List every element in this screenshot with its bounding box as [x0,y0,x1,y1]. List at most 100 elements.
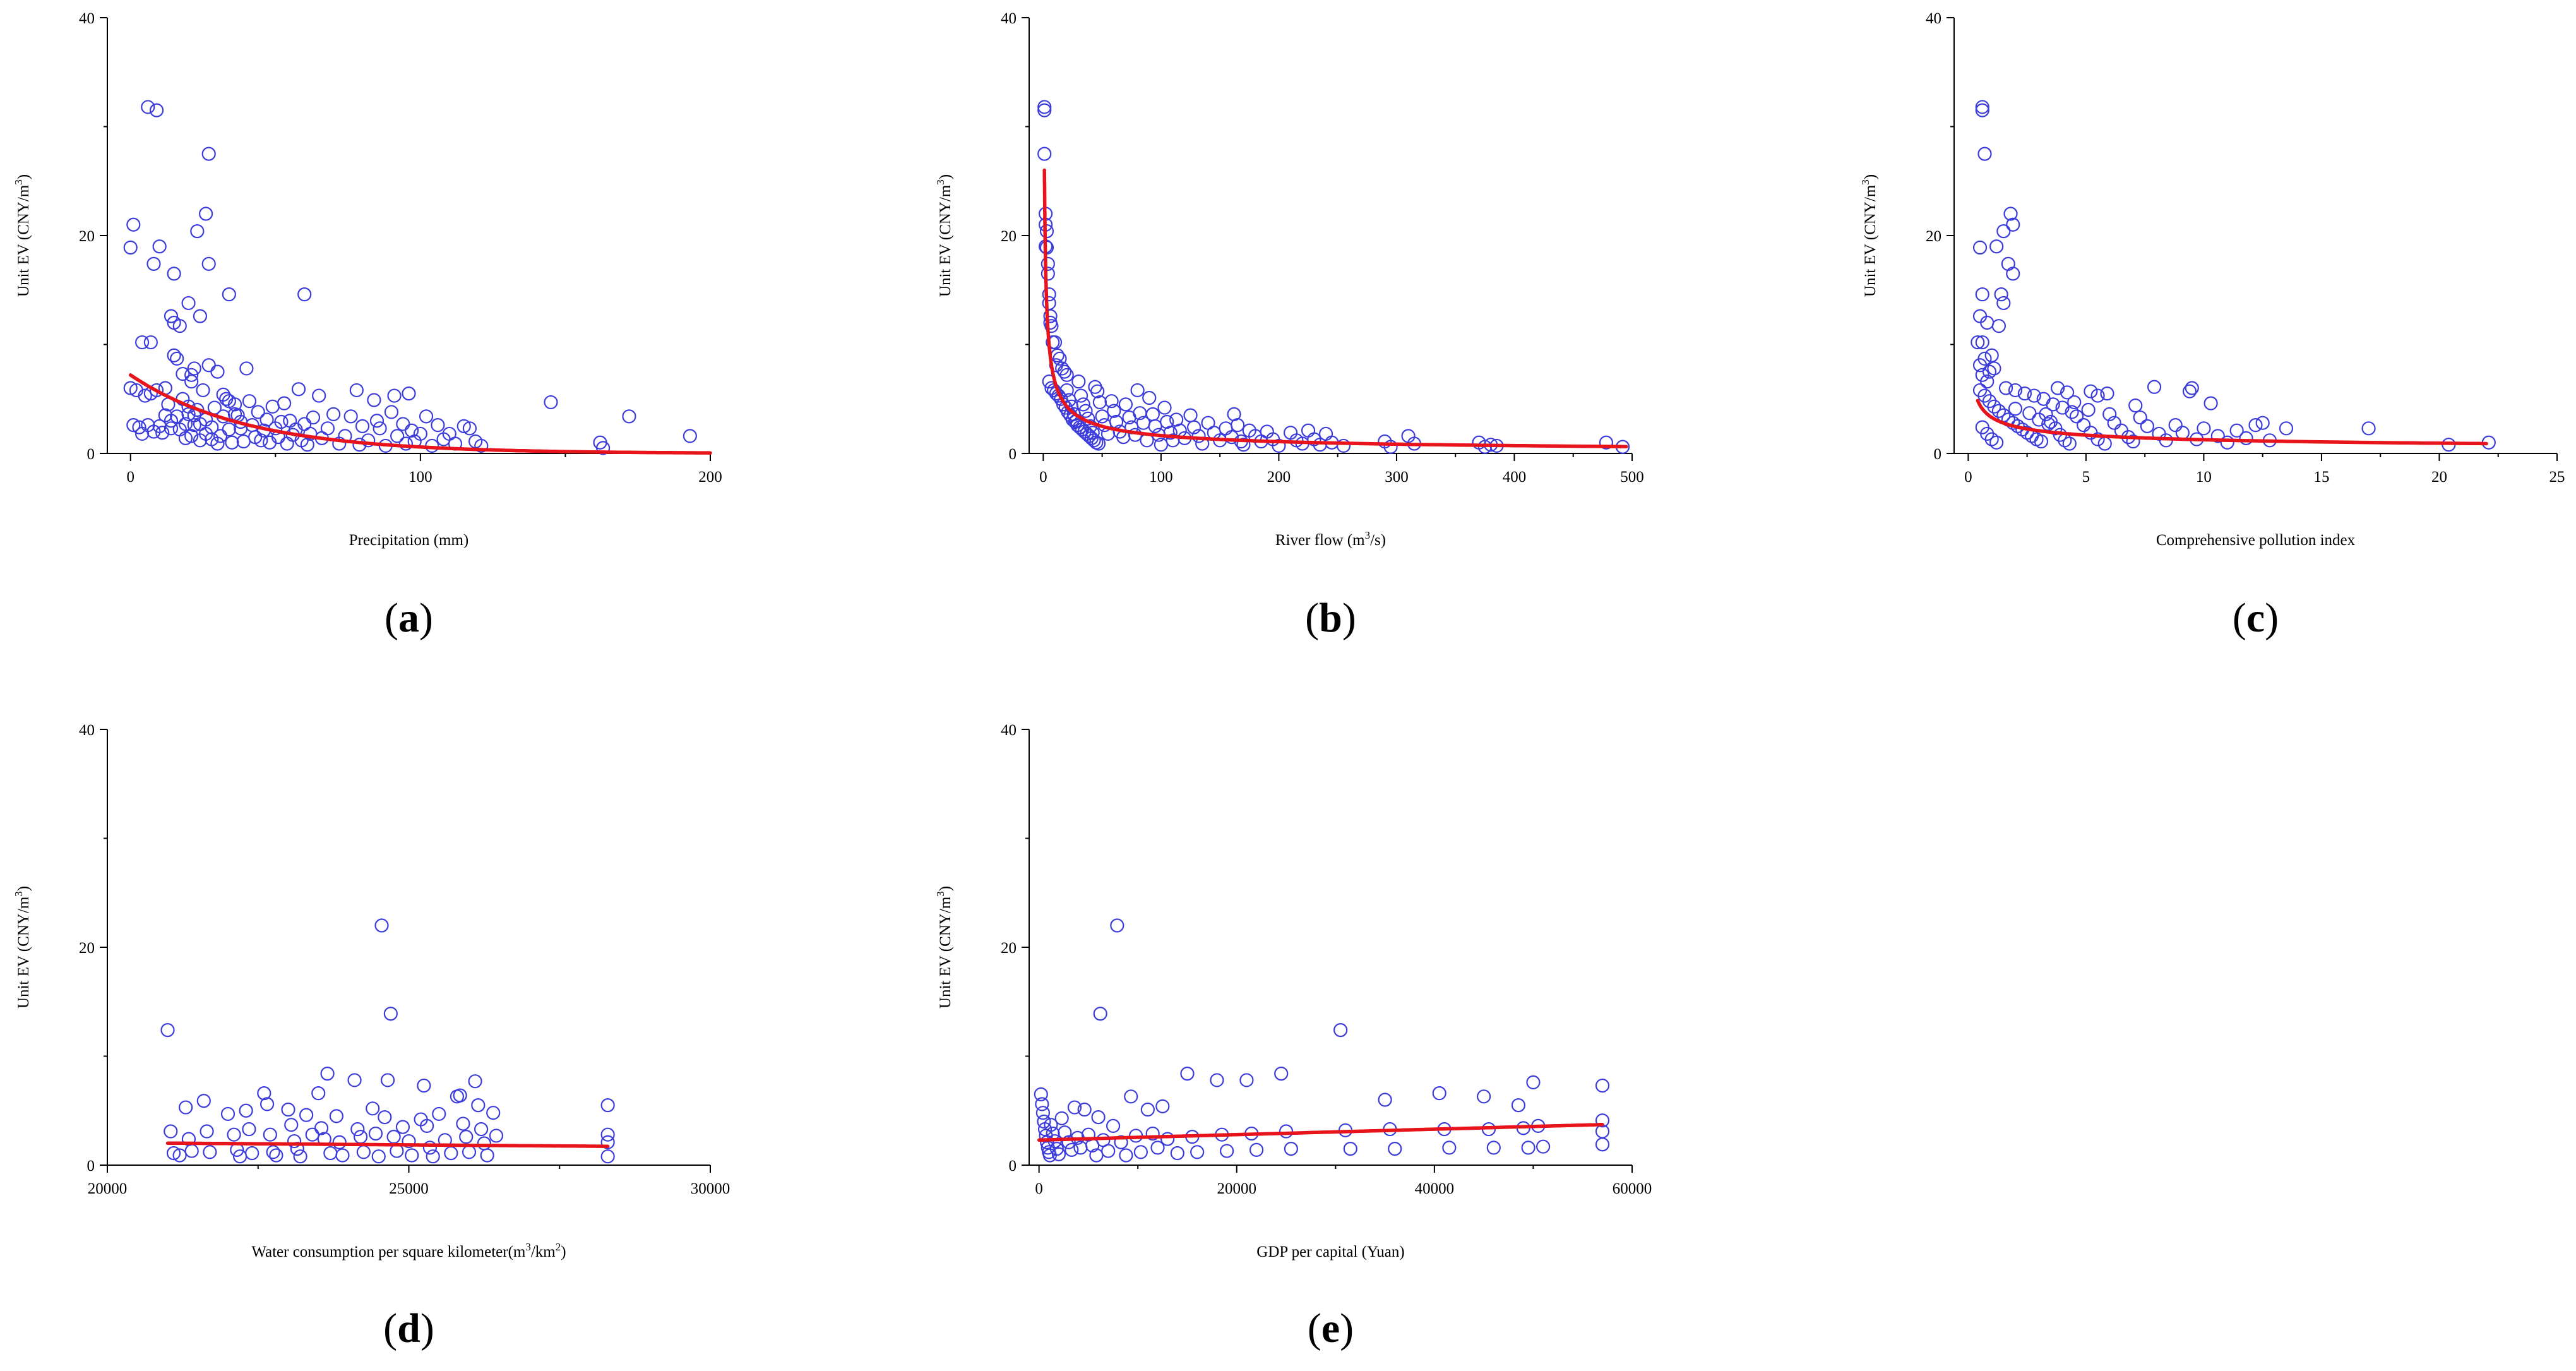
scatter-point [1987,361,2001,376]
y-tick-label: 0 [87,1158,95,1175]
scatter-point [1091,436,1106,451]
scatter-point [1037,103,1052,117]
x-tick-label: 100 [1149,469,1173,486]
scatter-point [1133,1145,1148,1159]
scatter-point [2279,421,2294,436]
scatter-point [420,1118,434,1134]
scatter-point [361,433,376,448]
scatter-point [277,396,292,410]
scatter-point [600,1149,615,1164]
x-axis-title: Comprehensive pollution index [2156,532,2356,549]
scatter-point [2017,386,2032,401]
scatter-point [2006,217,2020,232]
x-tick-label: 15 [2313,469,2329,486]
scatter-point [236,434,251,449]
y-tick-label: 20 [1001,940,1017,957]
scatter-point [1106,1118,1121,1134]
scatter-point [178,431,193,445]
scatter-point [1975,287,1989,302]
scatter-point [419,409,434,424]
panel-c: 0 20 40 0 5 10 15 20 25 Unit EV (CNY/m3) Comprehen… [1859,10,2565,641]
scatter-point [2107,416,2121,430]
scatter-point [2032,412,2046,427]
scatter-point [1093,1007,1107,1021]
scatter-point [1085,426,1100,440]
scatter-point [143,335,158,350]
scatter-point [1599,435,1614,450]
x-tick-label: 20 [2431,469,2447,486]
scatter-point [1224,430,1239,445]
scatter-point [1071,374,1086,389]
scatter-point [1092,395,1107,410]
fit-curve [1037,1122,1604,1142]
scatter-point [164,421,179,436]
scatter-point [239,1103,253,1118]
scatter-point [1059,383,1074,398]
scatter-point [405,1148,419,1163]
scatter-point [1239,1073,1254,1087]
scatter-point [149,103,164,117]
y-axis-title: Unit EV (CNY/m3) [934,174,954,297]
scatter-point [1977,147,1992,161]
scatter-point [2067,395,2082,410]
scatter-point [123,240,138,255]
scatter-point [2220,435,2234,450]
scatter-points [1037,100,1630,454]
scatter-point [323,1146,338,1161]
scatter-point [2060,385,2075,400]
scatter-point [312,388,326,403]
scatter-point [1067,1100,1082,1115]
scatter-point [474,438,489,453]
scatter-point [2077,418,2091,433]
scatter-point [1035,1097,1049,1111]
scatter-point [369,414,385,428]
scatter-point [172,319,187,333]
scatter-point [239,361,254,376]
scatter-point [259,412,274,427]
scatter-point [426,1149,440,1164]
y-axis-title: Unit EV (CNY/m3) [934,886,954,1009]
scatter-point [373,421,387,436]
x-tick-label: 300 [1385,469,1409,486]
scatter-point [1994,287,2008,302]
scatter-point [134,335,150,350]
scatter-point [1980,315,1995,330]
scatter-point [326,407,341,422]
x-tick-label: 30000 [691,1180,730,1197]
scatter-point [170,409,184,424]
scatter-point [1982,394,1997,409]
scatter-point [259,1097,275,1111]
scatter-point [349,383,364,398]
scatter-point [402,386,416,401]
scatter-point [1142,390,1157,405]
scatter-point [2090,388,2105,403]
panel-a: 0 20 40 0 100 200 Unit EV (CNY/m3) Precipitatio… [13,10,722,641]
scatter-point [201,147,216,161]
scatter-point [1041,256,1055,271]
scatter-point [1975,100,1989,114]
scatter-point [311,1086,326,1101]
panel-label: (a) [385,595,433,641]
scatter-point [2229,423,2244,438]
scatter-point [1041,266,1055,281]
scatter-point [1333,1022,1348,1038]
scatter-point [355,419,370,433]
x-tick-label: 40000 [1415,1180,1455,1197]
x-tick-label: 200 [698,469,722,486]
scatter-point [2100,386,2114,401]
scatter-point [193,309,208,323]
scatter-point [2114,423,2128,438]
scatter-point [335,1148,350,1163]
scatter-point [2185,381,2199,395]
scatter-point [164,1124,178,1139]
scatter-point [1160,1132,1175,1146]
scatter-point [432,1106,446,1122]
scatter-point [1061,1135,1076,1149]
scatter-point [1595,1078,1610,1093]
y-tick-label: 40 [79,722,95,739]
y-tick-label: 0 [1009,1158,1017,1175]
y-tick-label: 20 [79,940,95,957]
scatter-point [1972,240,1988,255]
scatter-point [293,1149,307,1164]
scatter-point [2361,421,2376,436]
